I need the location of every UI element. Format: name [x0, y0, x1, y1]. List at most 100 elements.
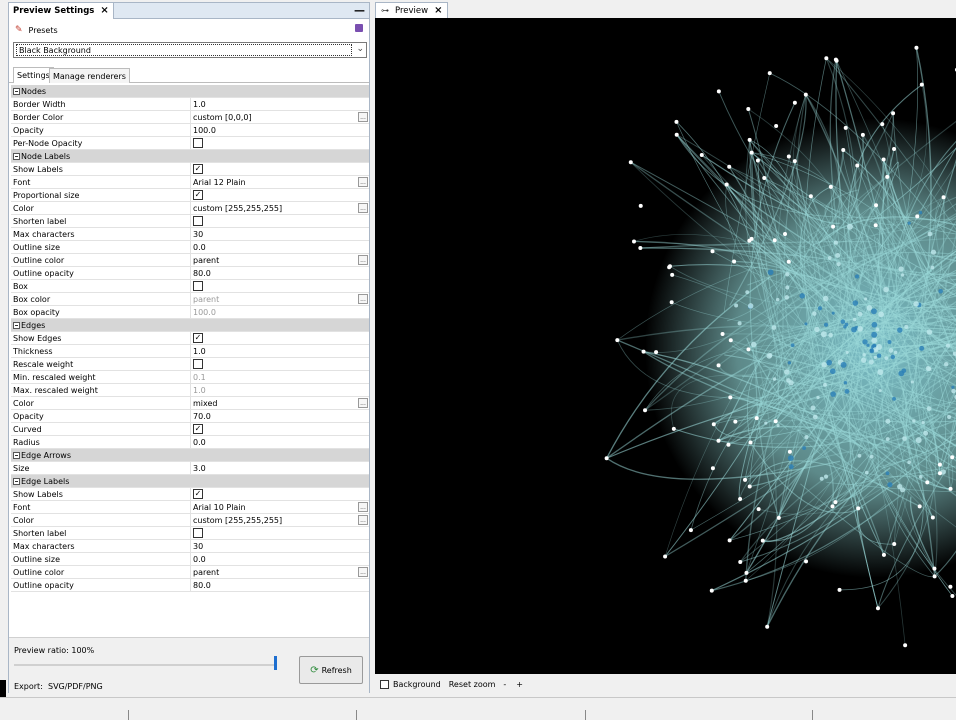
- property-value[interactable]: custom [255,255,255]: [193, 515, 283, 525]
- preview-ratio-slider[interactable]: [14, 664, 276, 666]
- category-edge-labels[interactable]: Edge Labels: [11, 475, 369, 488]
- property-value[interactable]: 100.0: [193, 125, 216, 135]
- category-edge-arrows[interactable]: Edge Arrows: [11, 449, 369, 462]
- export-formats-link[interactable]: SVG/PDF/PNG: [47, 682, 103, 691]
- graph-node: [952, 351, 956, 356]
- property-value[interactable]: [191, 215, 369, 227]
- tab-preview-settings[interactable]: Preview Settings ×: [9, 3, 114, 19]
- property-value[interactable]: ✓: [191, 423, 369, 435]
- graph-node: [900, 487, 906, 493]
- property-checkbox[interactable]: [193, 138, 203, 148]
- edit-ellipsis-button[interactable]: ...: [358, 567, 368, 577]
- property-value[interactable]: Arial 12 Plain: [193, 177, 246, 187]
- property-value[interactable]: [191, 280, 369, 292]
- property-value[interactable]: 3.0: [193, 463, 206, 473]
- tab-preview[interactable]: ⊶ Preview ×: [375, 2, 449, 18]
- close-icon[interactable]: ×: [100, 5, 109, 16]
- save-icon[interactable]: [355, 24, 363, 32]
- property-value[interactable]: parent: [193, 567, 220, 577]
- property-value[interactable]: [191, 137, 369, 149]
- preview-toolbar: Background Reset zoom - +: [375, 675, 956, 693]
- graph-edge: [644, 242, 874, 411]
- edit-ellipsis-button[interactable]: ...: [358, 502, 368, 512]
- property-checkbox[interactable]: ✓: [193, 489, 203, 499]
- property-checkbox[interactable]: [193, 281, 203, 291]
- property-checkbox[interactable]: ✓: [193, 164, 203, 174]
- zoom-in-button[interactable]: +: [516, 679, 523, 689]
- property-value[interactable]: Arial 10 Plain: [193, 502, 246, 512]
- graph-node: [950, 593, 955, 598]
- property-value[interactable]: 1.0: [193, 385, 206, 395]
- tab-settings[interactable]: Settings: [13, 67, 54, 83]
- reset-zoom-button[interactable]: Reset zoom: [448, 679, 496, 689]
- collapse-icon[interactable]: [13, 87, 20, 95]
- edit-ellipsis-button[interactable]: ...: [358, 255, 368, 265]
- property-value[interactable]: 1.0: [193, 99, 206, 109]
- property-value[interactable]: ✓: [191, 488, 369, 500]
- collapse-icon[interactable]: [13, 477, 20, 485]
- edit-ellipsis-button[interactable]: ...: [358, 112, 368, 122]
- property-value[interactable]: 80.0: [193, 580, 211, 590]
- preset-dropdown[interactable]: Black Background ⌄: [13, 42, 367, 58]
- category-edges[interactable]: Edges: [11, 319, 369, 332]
- graph-edge: [749, 460, 894, 493]
- property-checkbox[interactable]: [193, 359, 203, 369]
- category-nodes[interactable]: Nodes: [11, 85, 369, 98]
- graph-node: [790, 343, 795, 348]
- property-value[interactable]: 70.0: [193, 411, 211, 421]
- edit-ellipsis-button[interactable]: ...: [358, 177, 368, 187]
- property-value[interactable]: custom [255,255,255]: [193, 203, 283, 213]
- property-value[interactable]: 30: [193, 541, 204, 551]
- property-value[interactable]: parent: [193, 294, 220, 304]
- property-value[interactable]: 0.0: [193, 242, 206, 252]
- tab-manage-renderers[interactable]: Manage renderers: [49, 68, 130, 83]
- close-icon[interactable]: ×: [434, 4, 443, 16]
- property-value[interactable]: ✓: [191, 189, 369, 201]
- property-value[interactable]: 1.0: [193, 346, 206, 356]
- graph-edge: [729, 397, 956, 541]
- graph-edge: [803, 334, 956, 386]
- graph-edge: [796, 94, 843, 347]
- graph-node: [864, 470, 869, 475]
- property-checkbox[interactable]: ✓: [193, 333, 203, 343]
- property-value[interactable]: [191, 527, 369, 539]
- collapse-icon[interactable]: [13, 451, 20, 459]
- property-value[interactable]: 0.0: [193, 554, 206, 564]
- edit-ellipsis-button[interactable]: ...: [358, 203, 368, 213]
- graph-node: [787, 361, 792, 365]
- edit-ellipsis-button[interactable]: ...: [358, 398, 368, 408]
- property-checkbox[interactable]: ✓: [193, 190, 203, 200]
- category-node-labels[interactable]: Node Labels: [11, 150, 369, 163]
- edit-ellipsis-button[interactable]: ...: [358, 294, 368, 304]
- property-value[interactable]: parent: [193, 255, 220, 265]
- graph-edge: [883, 159, 956, 297]
- graph-edge: [865, 289, 956, 305]
- property-checkbox[interactable]: [193, 528, 203, 538]
- property-value[interactable]: [191, 358, 369, 370]
- graph-edge: [630, 161, 956, 349]
- property-value[interactable]: 30: [193, 229, 204, 239]
- background-checkbox[interactable]: [380, 679, 389, 689]
- refresh-button[interactable]: ⟳ Refresh: [299, 656, 363, 684]
- graph-edge: [810, 196, 909, 479]
- property-checkbox[interactable]: [193, 216, 203, 226]
- property-value[interactable]: ✓: [191, 163, 369, 175]
- property-value[interactable]: ✓: [191, 332, 369, 344]
- property-value[interactable]: custom [0,0,0]: [193, 112, 252, 122]
- property-value[interactable]: 0.1: [193, 372, 206, 382]
- graph-preview-canvas[interactable]: [375, 18, 956, 674]
- graph-edge: [726, 183, 956, 326]
- property-value[interactable]: 0.0: [193, 437, 206, 447]
- preview-ratio-slider-thumb[interactable]: [274, 656, 277, 670]
- property-checkbox[interactable]: ✓: [193, 424, 203, 434]
- graph-node: [915, 437, 922, 444]
- graph-node: [888, 348, 894, 353]
- zoom-out-button[interactable]: -: [503, 679, 507, 689]
- edit-ellipsis-button[interactable]: ...: [358, 515, 368, 525]
- property-value[interactable]: 80.0: [193, 268, 211, 278]
- property-value[interactable]: 100.0: [193, 307, 216, 317]
- collapse-icon[interactable]: [13, 321, 20, 329]
- minimize-icon[interactable]: —: [354, 4, 365, 17]
- collapse-icon[interactable]: [13, 152, 20, 160]
- property-value[interactable]: mixed: [193, 398, 218, 408]
